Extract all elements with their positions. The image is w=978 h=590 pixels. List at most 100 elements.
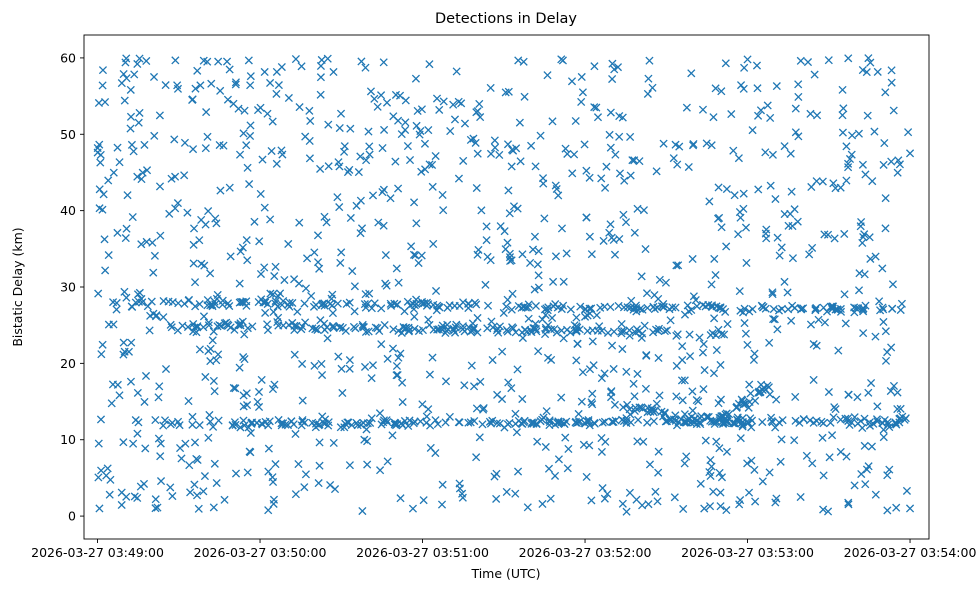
data-point: [521, 325, 530, 334]
data-point: [425, 370, 434, 379]
data-point: [881, 88, 890, 97]
data-point: [151, 416, 160, 425]
data-point: [231, 420, 240, 429]
data-point: [396, 494, 405, 503]
data-point: [469, 382, 479, 391]
data-point: [790, 436, 799, 445]
data-point: [640, 321, 649, 330]
data-point: [166, 420, 175, 429]
data-point: [324, 162, 333, 171]
data-point: [860, 230, 869, 239]
data-point: [485, 417, 494, 426]
data-point: [336, 423, 345, 432]
data-point: [408, 504, 418, 513]
data-point: [150, 131, 159, 140]
data-point: [573, 323, 582, 332]
data-point: [441, 377, 451, 386]
data-point: [483, 324, 492, 333]
data-point: [418, 400, 427, 409]
data-point: [714, 183, 723, 192]
data-point: [643, 408, 652, 417]
data-point: [641, 384, 650, 393]
data-point: [566, 305, 575, 314]
data-point: [533, 260, 542, 269]
data-point: [814, 315, 823, 324]
data-point: [859, 232, 868, 242]
data-point: [95, 185, 104, 194]
data-point: [806, 320, 816, 329]
data-point: [243, 324, 252, 333]
data-point: [267, 146, 276, 156]
data-point: [193, 66, 202, 75]
data-point: [839, 104, 848, 113]
data-point: [712, 345, 721, 355]
data-point: [854, 129, 863, 138]
data-point: [893, 168, 902, 177]
data-point: [514, 416, 523, 425]
data-point: [424, 315, 433, 324]
data-point: [638, 305, 647, 314]
data-point: [446, 126, 455, 136]
data-point: [236, 297, 246, 306]
data-point: [716, 360, 725, 370]
data-point: [243, 401, 252, 410]
data-point: [120, 347, 129, 356]
data-point: [836, 304, 845, 314]
data-point: [363, 460, 372, 469]
data-point: [472, 404, 481, 413]
data-point: [434, 302, 443, 311]
data-point: [739, 189, 748, 198]
data-point: [220, 495, 229, 504]
data-point: [206, 269, 215, 278]
data-point: [643, 418, 652, 427]
data-point: [424, 405, 433, 414]
data-point: [682, 452, 691, 461]
data-point: [130, 70, 139, 79]
data-point: [644, 74, 653, 83]
data-point: [229, 383, 238, 393]
data-point: [746, 414, 755, 423]
data-point: [842, 176, 851, 185]
data-point: [743, 55, 752, 64]
data-point: [722, 184, 731, 194]
data-point: [460, 381, 469, 390]
data-point: [477, 206, 486, 215]
data-point: [199, 487, 208, 496]
data-point: [211, 214, 220, 223]
data-point: [243, 468, 252, 477]
data-point: [609, 327, 619, 336]
data-point: [536, 131, 545, 140]
data-point: [449, 324, 458, 333]
data-point: [736, 213, 745, 222]
data-point: [842, 452, 851, 461]
x-tick-label: 2026-03-27 03:53:00: [681, 545, 814, 560]
data-point: [495, 150, 504, 160]
data-point: [777, 304, 786, 313]
chart-title: Detections in Delay: [435, 11, 577, 27]
data-point: [730, 419, 739, 428]
data-point: [183, 208, 192, 217]
data-point: [707, 141, 716, 150]
data-point: [459, 156, 468, 165]
data-point: [699, 339, 708, 349]
data-point: [102, 471, 111, 480]
data-point: [859, 307, 868, 316]
data-point: [377, 340, 386, 349]
data-point: [370, 299, 379, 308]
data-point: [318, 412, 327, 421]
data-point: [173, 326, 182, 335]
data-point: [343, 418, 352, 427]
data-point: [802, 451, 811, 460]
data-point: [422, 412, 431, 421]
data-point: [700, 366, 709, 375]
data-point: [401, 125, 410, 134]
data-point: [634, 415, 643, 424]
data-point: [609, 364, 618, 374]
data-point: [137, 294, 146, 304]
data-point: [717, 330, 726, 339]
data-point: [156, 477, 166, 486]
data-point: [775, 251, 784, 260]
data-point: [284, 93, 293, 103]
data-point: [204, 346, 213, 356]
data-point: [328, 301, 337, 310]
